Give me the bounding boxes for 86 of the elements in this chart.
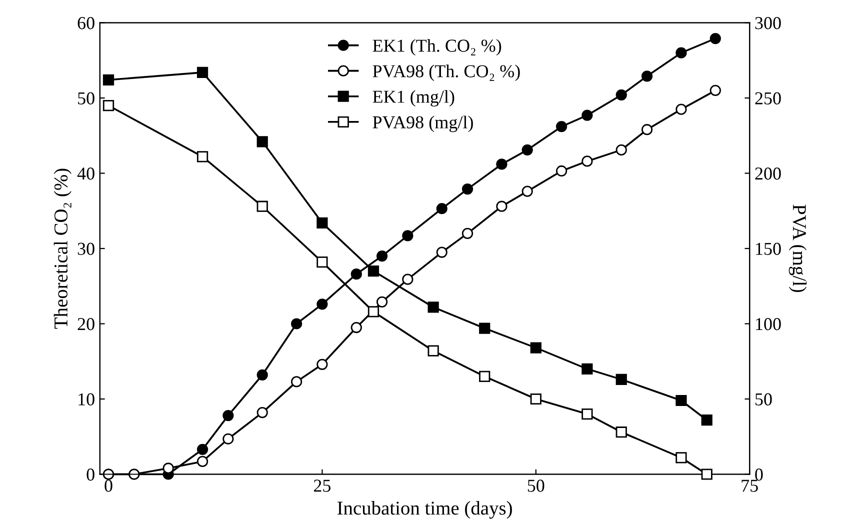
- y-tick-label: 50: [78, 92, 94, 104]
- point: [290, 376, 302, 388]
- point: [196, 66, 208, 78]
- point: [316, 217, 328, 228]
- point: [196, 444, 208, 455]
- y2-tick-label: 300: [755, 17, 781, 30]
- point: [582, 156, 593, 167]
- y2-axis-title: PVA (mg/l): [788, 204, 807, 292]
- point: [162, 462, 174, 474]
- point: [462, 183, 474, 195]
- point: [641, 70, 653, 82]
- point: [196, 456, 208, 468]
- point: [556, 165, 568, 177]
- point: [556, 121, 568, 132]
- point: [402, 230, 414, 242]
- point: [676, 394, 687, 406]
- point: [436, 246, 448, 258]
- point: [316, 256, 328, 268]
- y2-tick-label: 50: [756, 393, 772, 406]
- point: [710, 84, 721, 96]
- point: [616, 426, 627, 438]
- point: [582, 110, 593, 121]
- point: [616, 374, 627, 385]
- point: [222, 433, 234, 444]
- point: [496, 158, 508, 170]
- point: [428, 302, 439, 313]
- x-axis-title: Incubation time (days): [337, 501, 512, 519]
- legend-label: PVA98 (mg/l): [372, 116, 473, 132]
- point: [402, 274, 414, 285]
- point: [350, 322, 362, 334]
- point: [462, 228, 474, 240]
- x-tick-label: 0: [104, 480, 112, 492]
- x-tick-label: 25: [314, 480, 331, 492]
- x-tick-label: 50: [528, 480, 544, 492]
- point: [376, 296, 388, 308]
- point: [710, 32, 721, 44]
- point: [479, 322, 490, 334]
- point: [479, 370, 490, 382]
- point: [582, 363, 593, 374]
- point: [350, 268, 362, 280]
- point: [222, 410, 234, 422]
- y2-tick-label: 150: [756, 242, 781, 255]
- point: [428, 345, 439, 356]
- point: [676, 104, 687, 115]
- point: [676, 452, 687, 464]
- y-axis-title: Theoretical CO₂ (%): [54, 168, 72, 329]
- point: [522, 186, 533, 197]
- x-tick-label: 75: [742, 480, 758, 492]
- legend-label: EK1 (Th. CO₂ %): [372, 39, 502, 56]
- y2-tick-label: 200: [755, 168, 781, 180]
- legend-label: EK1 (mg/l): [372, 90, 454, 107]
- point: [376, 250, 388, 262]
- point: [582, 408, 593, 420]
- point: [368, 266, 380, 277]
- legend-label: PVA98 (Th. CO₂ %): [372, 64, 520, 81]
- point: [616, 89, 627, 101]
- point: [496, 200, 508, 212]
- point: [530, 342, 542, 354]
- point: [316, 358, 328, 370]
- point: [196, 151, 208, 162]
- y-tick-label: 60: [78, 17, 94, 30]
- point: [616, 144, 627, 156]
- point: [256, 406, 268, 418]
- point: [290, 318, 302, 330]
- y-tick-label: 20: [78, 318, 94, 330]
- point: [102, 74, 114, 86]
- point: [436, 203, 448, 214]
- point: [316, 298, 328, 310]
- point: [701, 414, 712, 426]
- point: [102, 100, 114, 112]
- point: [256, 136, 268, 148]
- point: [256, 200, 268, 212]
- y-tick-label: 0: [86, 468, 94, 481]
- y-tick-label: 40: [77, 168, 94, 180]
- y2-tick-label: 0: [755, 468, 763, 481]
- point: [256, 369, 268, 380]
- y-tick-label: 10: [78, 393, 94, 406]
- point: [368, 306, 380, 318]
- y-tick-label: 30: [78, 242, 94, 255]
- point: [701, 468, 712, 480]
- point: [641, 124, 653, 136]
- point: [522, 144, 533, 156]
- point: [676, 47, 687, 58]
- y2-tick-label: 250: [755, 92, 781, 104]
- point: [530, 393, 542, 405]
- y2-tick-label: 100: [756, 318, 781, 330]
